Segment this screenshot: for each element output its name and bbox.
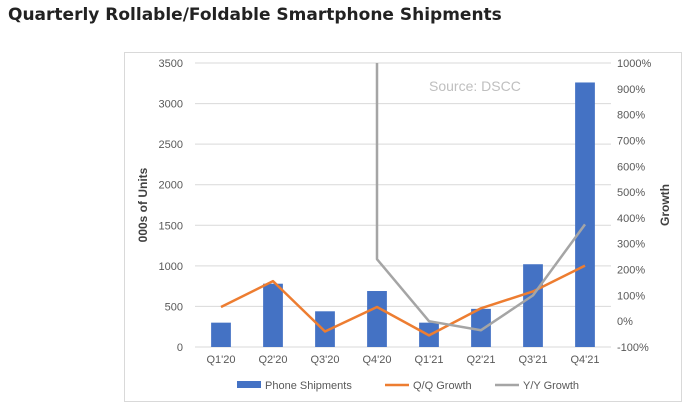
line-yy-growth (375, 63, 587, 332)
legend-swatch-phone-shipments (237, 381, 261, 388)
x-tick-label: Q2'21 (466, 354, 495, 366)
y-left-tick-label: 3500 (159, 58, 183, 70)
x-tick-label: Q3'20 (310, 354, 339, 366)
x-tick-label: Q1'20 (206, 354, 235, 366)
y-right-tick-label: 700% (617, 135, 645, 147)
bar-phone-shipments (263, 283, 283, 347)
y-right-tick-label: 0% (617, 316, 633, 328)
x-tick-label: Q2'20 (258, 354, 287, 366)
grid-lines (195, 62, 611, 348)
y-left-tick-label: 2500 (159, 139, 183, 151)
y-right-tick-label: 400% (617, 213, 645, 225)
y-left-tick-label: 1500 (159, 220, 183, 232)
y-axis-right-title: Growth (658, 184, 672, 226)
x-tick-label: Q1'21 (414, 354, 443, 366)
y-right-tick-label: 600% (617, 161, 645, 173)
bar-phone-shipments (211, 322, 231, 347)
y-left-tick-label: 3000 (159, 99, 183, 111)
legend-label: Q/Q Growth (413, 380, 472, 392)
growth-lines (220, 63, 587, 337)
bar-phone-shipments (471, 308, 491, 347)
legend-label: Y/Y Growth (523, 380, 579, 392)
bar-phone-shipments (575, 82, 595, 347)
bar-phone-shipments (523, 264, 543, 347)
tick-labels: 0 500 1000 1500 2000 2500 3000 3500 -100% 0% 100% 2… (159, 58, 652, 366)
source-annotation: Source: DSCC (429, 78, 521, 94)
page-title: Quarterly Rollable/Foldable Smartphone S… (8, 5, 502, 25)
legend-label: Phone Shipments (265, 380, 352, 392)
chart: 0 500 1000 1500 2000 2500 3000 3500 -100% 0% 100% 2… (136, 58, 672, 392)
y-right-tick-label: 100% (617, 290, 645, 302)
y-right-tick-label: 1000% (617, 58, 651, 70)
y-right-tick-label: 900% (617, 84, 645, 96)
y-left-tick-label: 500 (165, 301, 183, 313)
bars (211, 82, 595, 347)
x-tick-label: Q3'21 (518, 354, 547, 366)
y-right-tick-label: 200% (617, 265, 645, 277)
y-left-tick-label: 1000 (159, 261, 183, 273)
chart-frame: 0 500 1000 1500 2000 2500 3000 3500 -100% 0% 100% 2… (124, 52, 682, 402)
legend: Phone Shipments Q/Q Growth Y/Y Growth (237, 380, 579, 392)
y-left-tick-label: 2000 (159, 180, 183, 192)
y-right-tick-label: 300% (617, 239, 645, 251)
x-tick-label: Q4'20 (362, 354, 391, 366)
y-axis-left-title: 000s of Units (136, 167, 150, 242)
line-qq-growth (220, 264, 586, 337)
y-right-tick-label: -100% (617, 342, 649, 354)
bar-phone-shipments (367, 291, 387, 347)
y-right-tick-label: 800% (617, 110, 645, 122)
x-tick-label: Q4'21 (570, 354, 599, 366)
bar-phone-shipments (315, 311, 335, 347)
y-left-tick-label: 0 (177, 342, 183, 354)
y-right-tick-label: 500% (617, 187, 645, 199)
